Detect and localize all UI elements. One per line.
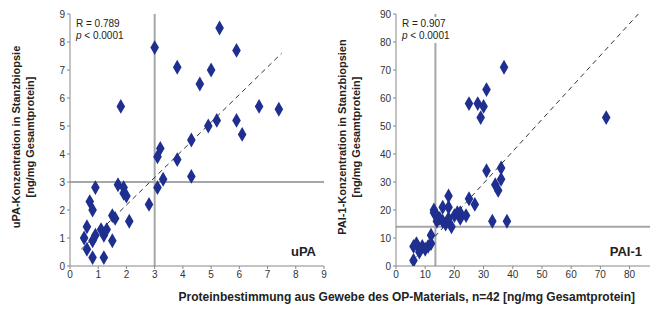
svg-text:70: 70: [595, 269, 607, 280]
svg-text:9: 9: [59, 9, 65, 20]
svg-text:8: 8: [59, 37, 65, 48]
svg-text:20: 20: [449, 269, 461, 280]
svg-text:70: 70: [380, 65, 392, 76]
html-text:Proteinbestimmung aus Gewebe d: Proteinbestimmung aus Gewebe des OP-Mate…: [178, 290, 635, 304]
html-text:PAI-1: PAI-1: [609, 244, 642, 259]
svg-text:30: 30: [478, 269, 490, 280]
svg-text:20: 20: [380, 205, 392, 216]
svg-text:80: 80: [380, 37, 392, 48]
svg-text:0: 0: [393, 269, 399, 280]
svg-text:6: 6: [237, 269, 243, 280]
svg-text:uPA-Konzentration in Stanzbiop: uPA-Konzentration in Stanzbiopsie: [10, 46, 22, 229]
svg-text:[ng/mg Gesamtprotein]: [ng/mg Gesamtprotein]: [350, 76, 362, 197]
svg-text:2: 2: [124, 269, 130, 280]
html-text:R = 0.789: R = 0.789: [76, 18, 120, 29]
svg-text:6: 6: [59, 93, 65, 104]
svg-text:[ng/mg Gesamtprotein]: [ng/mg Gesamtprotein]: [24, 76, 36, 197]
html-text:R = 0.907: R = 0.907: [402, 18, 446, 29]
svg-text:PAI-1-Konzentration in Stanzbi: PAI-1-Konzentration in Stanzbiopsien: [336, 39, 348, 235]
svg-text:10: 10: [380, 233, 392, 244]
svg-text:7: 7: [59, 65, 65, 76]
svg-text:30: 30: [380, 177, 392, 188]
svg-text:50: 50: [536, 269, 548, 280]
svg-text:5: 5: [208, 269, 214, 280]
svg-text:1: 1: [95, 269, 101, 280]
svg-text:1: 1: [59, 233, 65, 244]
svg-text:9: 9: [321, 269, 327, 280]
svg-text:40: 40: [380, 149, 392, 160]
html-text:uPA: uPA: [291, 244, 316, 259]
svg-text:8: 8: [293, 269, 299, 280]
svg-text:10: 10: [420, 269, 432, 280]
svg-text:60: 60: [566, 269, 578, 280]
svg-text:3: 3: [152, 269, 158, 280]
svg-text:4: 4: [180, 269, 186, 280]
svg-text:80: 80: [624, 269, 636, 280]
svg-text:40: 40: [507, 269, 519, 280]
svg-text:0: 0: [67, 269, 73, 280]
svg-text:5: 5: [59, 121, 65, 132]
svg-text:90: 90: [380, 9, 392, 20]
html-text:p < 0.0001: p < 0.0001: [76, 30, 124, 41]
svg-text:7: 7: [265, 269, 271, 280]
svg-text:3: 3: [59, 177, 65, 188]
svg-text:0: 0: [59, 261, 65, 272]
svg-text:0: 0: [385, 261, 391, 272]
svg-text:4: 4: [59, 149, 65, 160]
svg-text:50: 50: [380, 121, 392, 132]
svg-text:60: 60: [380, 93, 392, 104]
html-text:p < 0.0001: p < 0.0001: [402, 30, 450, 41]
svg-text:2: 2: [59, 205, 65, 216]
